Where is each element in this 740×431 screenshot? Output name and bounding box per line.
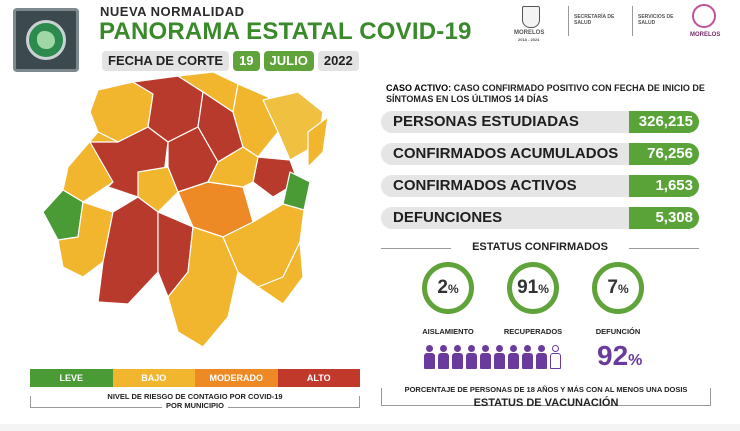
stat-value: 5,308 <box>629 207 699 229</box>
footer-strip <box>0 424 740 431</box>
status-death-ring: 7% <box>592 262 644 314</box>
state-logo <box>13 8 79 72</box>
stat-active: CONFIRMADOS ACTIVOS 1,653 <box>381 175 699 197</box>
status-confirmed-title: ESTATUS CONFIRMADOS <box>472 241 608 253</box>
person-icon <box>549 345 561 369</box>
person-icon <box>479 345 491 369</box>
legend-leve: LEVE <box>30 369 113 387</box>
region-southwest-red <box>97 196 159 305</box>
status-title-rule <box>381 248 699 249</box>
person-icon <box>535 345 547 369</box>
vaccination-pictogram <box>423 345 561 369</box>
region-center-yellow2 <box>207 146 259 188</box>
status-death-label: DEFUNCIÓN <box>595 327 641 336</box>
stat-value: 326,215 <box>629 111 699 133</box>
percent-sign: % <box>617 282 629 296</box>
person-icon <box>437 345 449 369</box>
cut-date-month: JULIO <box>263 51 314 71</box>
cut-date-day: 19 <box>233 51 260 71</box>
risk-legend: LEVE BAJO MODERADO ALTO <box>30 369 360 387</box>
state-name: MORELOS <box>514 30 545 36</box>
stat-label: PERSONAS ESTUDIADAS <box>381 111 631 133</box>
legend-caption-line2: POR MUNICIPIO <box>162 401 228 410</box>
region-southeast-yellow2 <box>257 241 304 305</box>
cut-date-label: FECHA DE CORTE <box>102 51 230 71</box>
stat-cumulative: CONFIRMADOS ACUMULADOS 76,256 <box>381 143 699 165</box>
municipality-risk-map <box>42 72 329 348</box>
stat-value: 76,256 <box>629 143 699 165</box>
divider <box>568 6 569 36</box>
dept-health-secretariat: SECRETARÍA DE SALUD <box>574 14 615 26</box>
status-recovered-value: 91 <box>517 277 539 298</box>
person-icon <box>507 345 519 369</box>
vaccination-percent: 92% <box>597 340 642 372</box>
subtitle: NUEVA NORMALIDAD <box>100 4 245 19</box>
stat-label: DEFUNCIONES <box>381 207 631 229</box>
status-recovered-label: RECUPERADOS <box>503 327 563 336</box>
person-icon <box>465 345 477 369</box>
percent-sign: % <box>447 282 459 296</box>
stat-value: 1,653 <box>629 175 699 197</box>
agency-logos: MORELOS 2018 - 2024 SECRETARÍA DE SALUD … <box>510 2 732 46</box>
person-icon <box>493 345 505 369</box>
vaccination-caption: PORCENTAJE DE PERSONAS DE 18 AÑOS Y MÁS … <box>381 385 711 394</box>
stat-deaths: DEFUNCIONES 5,308 <box>381 207 699 229</box>
person-icon <box>423 345 435 369</box>
legend-moderado: MODERADO <box>195 369 278 387</box>
divider <box>632 6 633 36</box>
status-isolation-ring: 2% <box>422 262 474 314</box>
status-death-value: 7 <box>607 277 618 298</box>
status-recovered-ring: 91% <box>507 262 559 314</box>
state-term: 2018 - 2024 <box>518 37 540 42</box>
active-case-definition: CASO ACTIVO: CASO CONFIRMADO POSITIVO CO… <box>386 83 716 105</box>
dept-health-services: SERVICIOS DE SALUD <box>638 14 674 26</box>
vaccination-bracket <box>381 388 711 406</box>
legend-bajo: BAJO <box>112 369 195 387</box>
region-east-spike <box>307 116 329 168</box>
vaccination-caption-text: PORCENTAJE DE PERSONAS DE 18 AÑOS Y MÁS … <box>401 385 691 394</box>
page-title: PANORAMA ESTATAL COVID-19 <box>99 18 472 45</box>
status-isolation-value: 2 <box>437 277 448 298</box>
region-center-yellow <box>137 166 179 213</box>
person-icon <box>451 345 463 369</box>
map-icon <box>37 31 55 49</box>
stat-label: CONFIRMADOS ACTIVOS <box>381 175 631 197</box>
morelos-brand-icon <box>692 4 716 28</box>
case-definition-text: CASO CONFIRMADO POSITIVO CON FECHA DE IN… <box>386 83 705 104</box>
brand-name: MORELOS <box>690 32 721 38</box>
legend-alto: ALTO <box>277 369 360 387</box>
cut-date-row: FECHA DE CORTE 19 JULIO 2022 <box>102 51 359 71</box>
vaccination-title: ESTATUS DE VACUNACIÓN <box>473 397 619 409</box>
state-map-emblem <box>26 20 66 60</box>
stat-studied: PERSONAS ESTUDIADAS 326,215 <box>381 111 699 133</box>
percent-sign: % <box>538 282 549 296</box>
person-icon <box>521 345 533 369</box>
percent-sign: % <box>628 352 643 369</box>
cut-date-year: 2022 <box>317 51 359 71</box>
status-isolation-label: AISLAMIENTO <box>422 327 474 336</box>
case-definition-term: CASO ACTIVO: <box>386 83 452 93</box>
legend-caption: NIVEL DE RIESGO DE CONTAGIO POR COVID-19… <box>30 392 360 410</box>
state-crest-icon <box>522 6 540 28</box>
vaccination-percent-value: 92 <box>597 340 629 371</box>
legend-caption-line1: NIVEL DE RIESGO DE CONTAGIO POR COVID-19 <box>103 392 287 401</box>
stat-label: CONFIRMADOS ACUMULADOS <box>381 143 631 165</box>
